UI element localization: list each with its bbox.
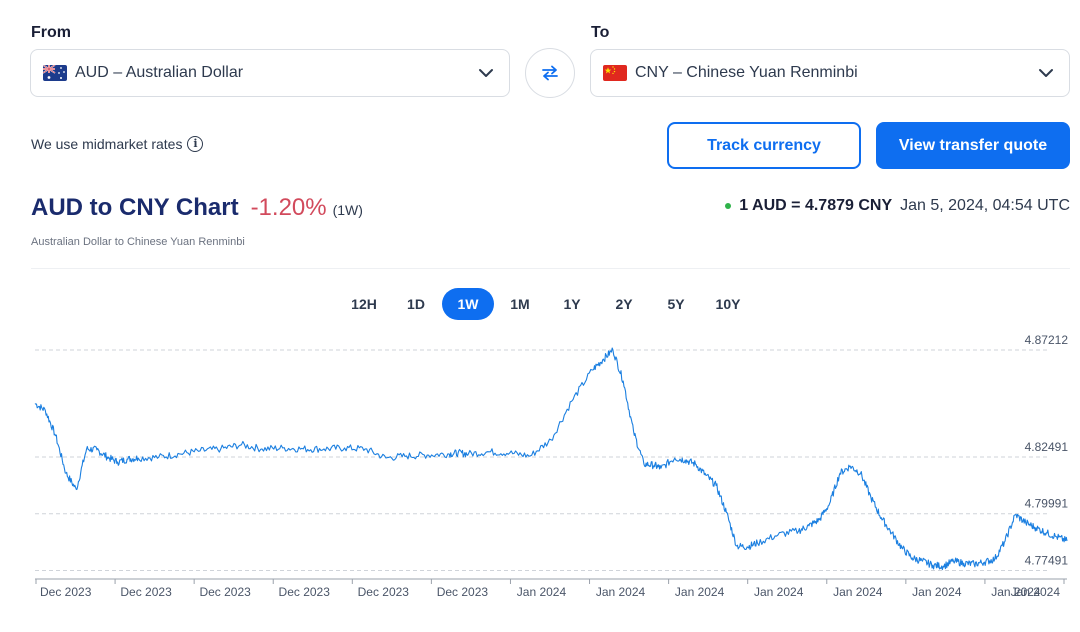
from-currency-value: AUD – Australian Dollar xyxy=(75,64,244,81)
chart-title: AUD to CNY Chart xyxy=(31,194,239,221)
live-dot-icon xyxy=(725,203,732,209)
rate-value: 1 AUD = 4.7879 CNY xyxy=(739,197,893,214)
x-tick-label: Jan 2024 xyxy=(517,585,567,599)
y-tick-label: 4.87212 xyxy=(1025,333,1069,347)
chevron-down-icon xyxy=(1039,69,1053,77)
range-button-12h[interactable]: 12H xyxy=(351,296,377,312)
x-tick-label: Jan 2024 xyxy=(675,585,725,599)
midmarket-note: We use midmarket rates i xyxy=(31,136,204,152)
divider xyxy=(31,268,1070,269)
x-tick-label: Jan 2024 xyxy=(596,585,646,599)
swap-currencies-button[interactable] xyxy=(525,48,575,98)
chart-subtitle: Australian Dollar to Chinese Yuan Renmin… xyxy=(31,236,245,248)
x-tick-label: Jan 2024 xyxy=(833,585,883,599)
x-tick-label: Dec 2023 xyxy=(279,585,331,599)
rate-series-line xyxy=(34,347,1068,571)
rate-timestamp: Jan 5, 2024, 04:54 UTC xyxy=(900,197,1070,214)
swap-arrows-icon xyxy=(542,65,558,81)
x-tick-label: Jan 2024 xyxy=(1011,585,1061,599)
y-tick-label: 4.79991 xyxy=(1025,497,1069,511)
rate-chart[interactable]: 4.87212 4.82491 4.79991 4.77491 Dec 2023 Dec … xyxy=(0,330,1080,632)
change-percent: -1.20% xyxy=(250,194,327,221)
from-label: From xyxy=(31,24,71,41)
x-tick-label: Dec 2023 xyxy=(40,585,92,599)
range-button-1d[interactable]: 1D xyxy=(407,296,425,312)
range-button-1w[interactable]: 1W xyxy=(442,288,494,320)
x-tick-label: Jan 2024 xyxy=(912,585,962,599)
view-transfer-quote-button[interactable]: View transfer quote xyxy=(876,122,1070,169)
x-tick-label: Dec 2023 xyxy=(358,585,410,599)
midmarket-note-text: We use midmarket rates xyxy=(31,136,183,152)
range-button-1m[interactable]: 1M xyxy=(510,296,530,312)
change-period: (1W) xyxy=(332,202,363,218)
x-tick-label: Jan 2024 xyxy=(991,585,1041,599)
x-tick-label: Dec 2023 xyxy=(437,585,489,599)
to-currency-select[interactable]: CNY – Chinese Yuan Renminbi xyxy=(590,49,1070,97)
chevron-down-icon xyxy=(479,69,493,77)
chart-header: AUD to CNY Chart -1.20% (1W) xyxy=(31,194,363,222)
australia-flag-icon xyxy=(43,65,67,81)
to-label: To xyxy=(591,24,610,41)
y-tick-label: 4.82491 xyxy=(1025,440,1069,454)
range-button-1y[interactable]: 1Y xyxy=(563,296,581,312)
y-tick-label: 4.77491 xyxy=(1025,553,1069,567)
range-button-5y[interactable]: 5Y xyxy=(667,296,685,312)
to-currency-value: CNY – Chinese Yuan Renminbi xyxy=(635,64,858,81)
china-flag-icon xyxy=(603,65,627,81)
range-button-10y[interactable]: 10Y xyxy=(715,296,741,312)
info-icon[interactable]: i xyxy=(187,136,204,152)
x-tick-label: Dec 2023 xyxy=(120,585,172,599)
range-button-2y[interactable]: 2Y xyxy=(615,296,633,312)
x-tick-label: Jan 2024 xyxy=(754,585,804,599)
from-currency-select[interactable]: AUD – Australian Dollar xyxy=(30,49,510,97)
x-tick-label: Dec 2023 xyxy=(199,585,251,599)
range-selector: 12H 1D 1W 1M 1Y 2Y 5Y 10Y xyxy=(338,288,754,320)
live-rate: 1 AUD = 4.7879 CNY Jan 5, 2024, 04:54 UT… xyxy=(725,197,1070,215)
track-currency-button[interactable]: Track currency xyxy=(667,122,861,169)
